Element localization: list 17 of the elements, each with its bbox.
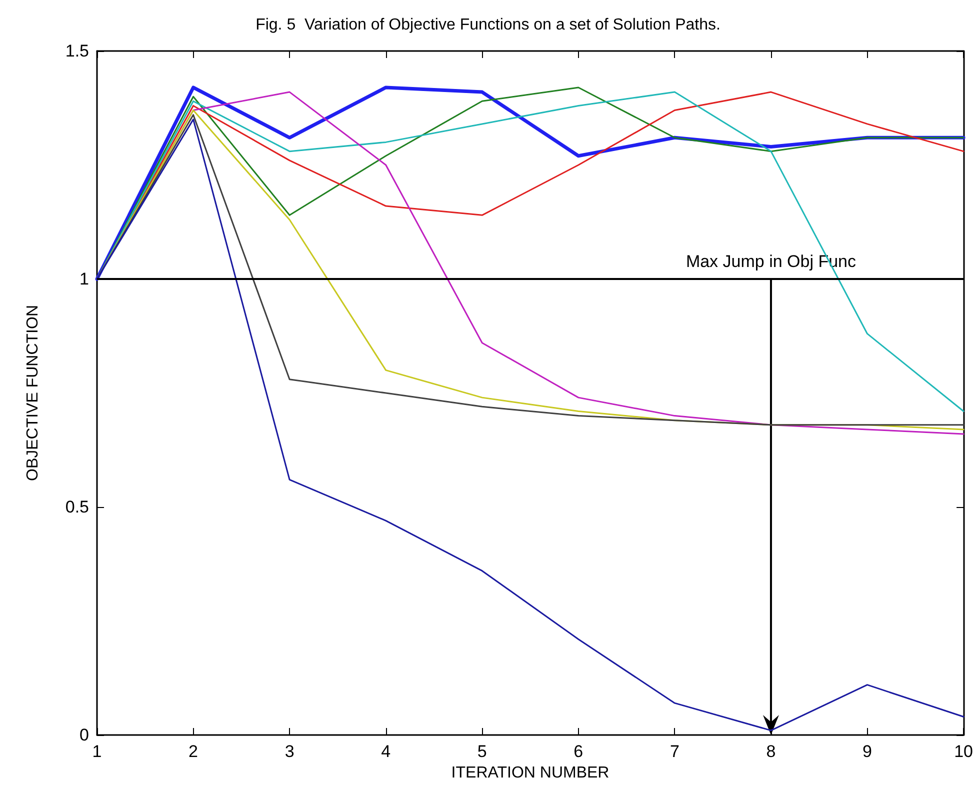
- x-tick-label: 2: [188, 742, 198, 761]
- x-tick-label: 4: [381, 742, 391, 761]
- x-tick-label: 1: [92, 742, 102, 761]
- chart-title: Fig. 5 Variation of Objective Functions on a set of Solution Paths.: [256, 16, 720, 34]
- x-tick-label: 10: [954, 742, 974, 761]
- x-tick-label: 3: [284, 742, 294, 761]
- x-tick-label: 9: [862, 742, 872, 761]
- x-axis-title: ITERATION NUMBER: [451, 764, 610, 782]
- y-tick-label: 1.5: [65, 42, 89, 60]
- x-tick-label: 6: [574, 742, 584, 761]
- x-tick-label: 7: [670, 742, 680, 761]
- y-tick-label: 0: [80, 726, 89, 744]
- x-tick-label: 5: [477, 742, 487, 761]
- y-tick-label: 0.5: [65, 498, 89, 516]
- y-axis-title: OBJECTIVE FUNCTION: [24, 304, 42, 482]
- x-tick-label: 8: [766, 742, 776, 761]
- y-tick-label: 1: [80, 270, 89, 288]
